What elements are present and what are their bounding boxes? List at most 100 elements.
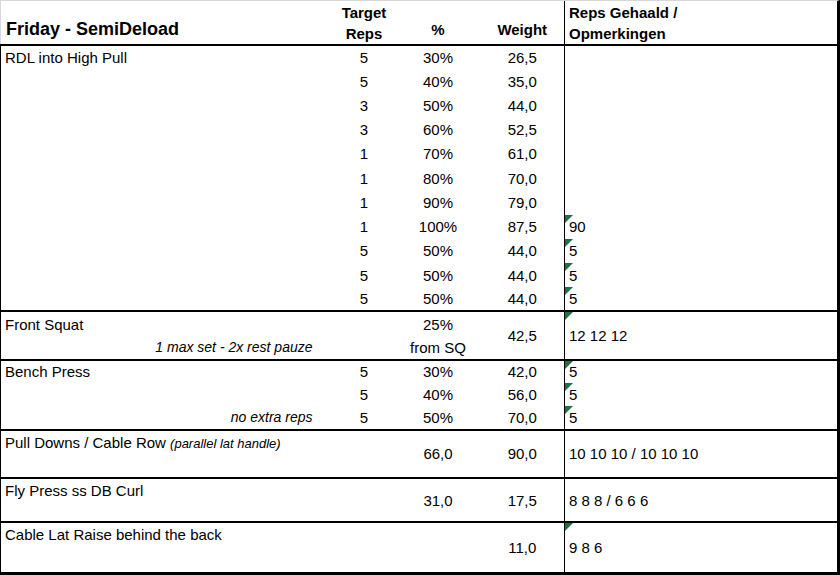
cell-weight[interactable]: 44,0 [481, 287, 565, 311]
cell-percent[interactable]: 50% [396, 406, 481, 429]
exercise-name-bench-press[interactable]: Bench Press [1, 360, 333, 383]
cell-reps-empty[interactable] [333, 522, 396, 572]
cell-exercise-empty[interactable] [1, 383, 333, 406]
cell-notes[interactable] [565, 45, 838, 69]
page-title[interactable]: Friday - SemiDeload [1, 1, 333, 45]
notes-header-line1: Reps Gehaald / [569, 4, 677, 21]
cell-percent[interactable]: 40% [396, 383, 481, 406]
cell-reps[interactable]: 5 [333, 287, 396, 311]
cell-notes[interactable]: 5 [565, 239, 838, 263]
cell-weight[interactable]: 42,0 [481, 360, 565, 383]
column-header-notes[interactable]: Reps Gehaald / Opmerkingen [565, 1, 838, 45]
exercise-name-pulldowns[interactable]: Pull Downs / Cable Row (parallel lat han… [1, 430, 333, 478]
cell-notes[interactable]: 5 [565, 263, 838, 287]
cell-notes[interactable] [565, 93, 838, 117]
cell-exercise-empty[interactable] [1, 166, 333, 190]
cell-exercise-empty[interactable] [1, 190, 333, 214]
cell-exercise-empty[interactable] [1, 142, 333, 166]
cell-exercise-empty[interactable] [1, 239, 333, 263]
cell-reps[interactable]: 5 [333, 406, 396, 429]
cell-notes[interactable]: 5 [565, 287, 838, 311]
cell-weight[interactable]: 61,0 [481, 142, 565, 166]
cell-weight[interactable]: 26,5 [481, 45, 565, 69]
cell-reps[interactable]: 3 [333, 93, 396, 117]
cell-exercise-empty[interactable] [1, 287, 333, 311]
cell-weight[interactable]: 44,0 [481, 263, 565, 287]
exercise-name-rdl[interactable]: RDL into High Pull [1, 45, 333, 69]
cell-notes[interactable]: 90 [565, 215, 838, 239]
cell-reps[interactable]: 5 [333, 263, 396, 287]
cell-weight[interactable]: 17,5 [481, 478, 565, 522]
cell-reps[interactable]: 1 [333, 142, 396, 166]
cell-reps-empty[interactable] [333, 430, 396, 478]
cell-reps[interactable]: 1 [333, 215, 396, 239]
column-header-target-reps[interactable]: Target Reps [333, 1, 396, 45]
cell-weight[interactable]: 56,0 [481, 383, 565, 406]
cell-reps[interactable]: 1 [333, 166, 396, 190]
cell-notes[interactable]: 5 [565, 383, 838, 406]
exercise-name-fly-press[interactable]: Fly Press ss DB Curl [1, 478, 333, 522]
cell-weight[interactable]: 90,0 [481, 430, 565, 478]
workout-table: Friday - SemiDeload Target Reps % Weight… [0, 1, 837, 572]
cell-percent[interactable]: 90% [396, 190, 481, 214]
cell-notes[interactable]: 12 12 12 [565, 311, 838, 359]
cell-percent[interactable]: 80% [396, 166, 481, 190]
cell-notes[interactable]: 5 [565, 406, 838, 429]
cell-exercise-empty[interactable] [1, 118, 333, 142]
cell-weight[interactable]: 44,0 [481, 93, 565, 117]
cell-notes[interactable] [565, 166, 838, 190]
cell-exercise-empty[interactable] [1, 69, 333, 93]
cell-notes[interactable] [565, 142, 838, 166]
cell-percent[interactable]: 40% [396, 69, 481, 93]
cell-percent[interactable]: 70% [396, 142, 481, 166]
cell-exercise-empty[interactable] [1, 263, 333, 287]
cell-percent[interactable]: 31,0 [396, 478, 481, 522]
cell-weight[interactable]: 11,0 [481, 522, 565, 572]
cell-weight[interactable]: 70,0 [481, 406, 565, 429]
cell-percent[interactable]: 50% [396, 263, 481, 287]
exercise-name-front-squat[interactable]: Front Squat [1, 311, 333, 335]
cell-reps-empty[interactable] [333, 478, 396, 522]
cell-weight[interactable]: 87,5 [481, 215, 565, 239]
cell-percent[interactable]: 50% [396, 93, 481, 117]
cell-notes[interactable]: 10 10 10 / 10 10 10 [565, 430, 838, 478]
cell-percent[interactable]: 30% [396, 360, 481, 383]
cell-notes[interactable]: 5 [565, 360, 838, 383]
cell-weight[interactable]: 44,0 [481, 239, 565, 263]
cell-weight[interactable]: 79,0 [481, 190, 565, 214]
cell-percent[interactable] [396, 522, 481, 572]
cell-reps[interactable]: 5 [333, 383, 396, 406]
cell-reps[interactable]: 1 [333, 190, 396, 214]
cell-percent[interactable]: 50% [396, 287, 481, 311]
exercise-side-note[interactable]: 1 max set - 2x rest pauze [1, 336, 333, 360]
cell-weight[interactable]: 52,5 [481, 118, 565, 142]
cell-weight[interactable]: 42,5 [481, 311, 565, 359]
cell-notes[interactable] [565, 118, 838, 142]
cell-weight[interactable]: 70,0 [481, 166, 565, 190]
cell-weight[interactable]: 35,0 [481, 69, 565, 93]
cell-notes[interactable] [565, 69, 838, 93]
cell-reps[interactable]: 5 [333, 239, 396, 263]
column-header-weight[interactable]: Weight [481, 1, 565, 45]
cell-exercise-empty[interactable] [1, 93, 333, 117]
cell-reps-empty[interactable] [333, 311, 396, 335]
cell-percent[interactable]: 30% [396, 45, 481, 69]
cell-reps[interactable]: 5 [333, 360, 396, 383]
cell-reps[interactable]: 3 [333, 118, 396, 142]
cell-exercise-empty[interactable] [1, 215, 333, 239]
column-header-percent[interactable]: % [396, 1, 481, 45]
cell-notes[interactable]: 8 8 8 / 6 6 6 [565, 478, 838, 522]
cell-notes[interactable]: 9 8 6 [565, 522, 838, 572]
cell-percent[interactable]: from SQ [396, 336, 481, 360]
cell-notes[interactable] [565, 190, 838, 214]
cell-percent[interactable]: 50% [396, 239, 481, 263]
cell-percent[interactable]: 25% [396, 311, 481, 335]
cell-reps[interactable]: 5 [333, 45, 396, 69]
cell-percent[interactable]: 100% [396, 215, 481, 239]
cell-percent[interactable]: 66,0 [396, 430, 481, 478]
exercise-name-cable-lat-raise[interactable]: Cable Lat Raise behind the back [1, 522, 333, 572]
cell-reps[interactable]: 5 [333, 69, 396, 93]
cell-percent[interactable]: 60% [396, 118, 481, 142]
exercise-side-note[interactable]: no extra reps [1, 406, 333, 429]
cell-reps-empty[interactable] [333, 336, 396, 360]
